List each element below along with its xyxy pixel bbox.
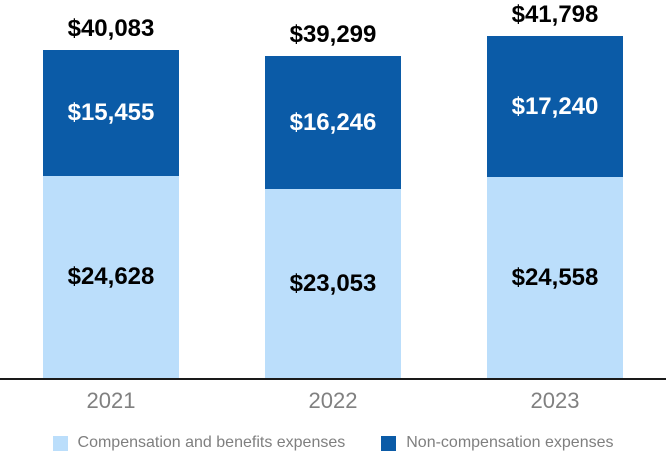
- bar-segment-compensation-2022: $23,053: [265, 189, 401, 378]
- bar-segment-noncompensation-2022: $16,246: [265, 56, 401, 189]
- plot-area: $40,083 $15,455 $24,628 $39,299 $16,246 …: [0, 2, 666, 380]
- bar-total-label-2023: $41,798: [511, 0, 599, 28]
- legend: Compensation and benefits expenses Non-c…: [0, 434, 666, 452]
- x-axis-label-2022: 2022: [308, 388, 358, 413]
- segment-value-label: $16,246: [289, 108, 377, 136]
- segment-value-label: $17,240: [511, 92, 599, 120]
- x-axis-label-2023: 2023: [530, 388, 580, 413]
- legend-label-compensation: Compensation and benefits expenses: [77, 434, 346, 451]
- segment-value-label: $24,558: [511, 263, 599, 291]
- segment-value-label: $24,628: [67, 263, 155, 290]
- x-axis-label-2021: 2021: [86, 388, 136, 413]
- legend-swatch-compensation-icon: [52, 435, 68, 451]
- bar-segment-noncompensation-2023: $17,240: [487, 36, 623, 177]
- bar-total-label-2021: $40,083: [67, 14, 155, 42]
- legend-item-noncompensation: Non-compensation expenses: [381, 434, 613, 452]
- bar-segment-compensation-2023: $24,558: [487, 177, 623, 378]
- bar-segment-noncompensation-2021: $15,455: [43, 50, 179, 176]
- x-axis-line: [0, 378, 666, 380]
- bar-group-2023: $41,798 $17,240 $24,558: [487, 2, 623, 378]
- legend-swatch-noncompensation-icon: [381, 435, 397, 451]
- segment-value-label: $23,053: [289, 269, 377, 297]
- bar-segment-compensation-2021: $24,628: [43, 176, 179, 378]
- bar-group-2022: $39,299 $16,246 $23,053: [265, 22, 401, 378]
- bar-group-2021: $40,083 $15,455 $24,628: [43, 16, 179, 378]
- legend-label-noncompensation: Non-compensation expenses: [406, 434, 614, 451]
- segment-value-label: $15,455: [67, 99, 155, 126]
- bar-total-label-2022: $39,299: [289, 20, 377, 48]
- legend-item-compensation: Compensation and benefits expenses: [52, 434, 346, 452]
